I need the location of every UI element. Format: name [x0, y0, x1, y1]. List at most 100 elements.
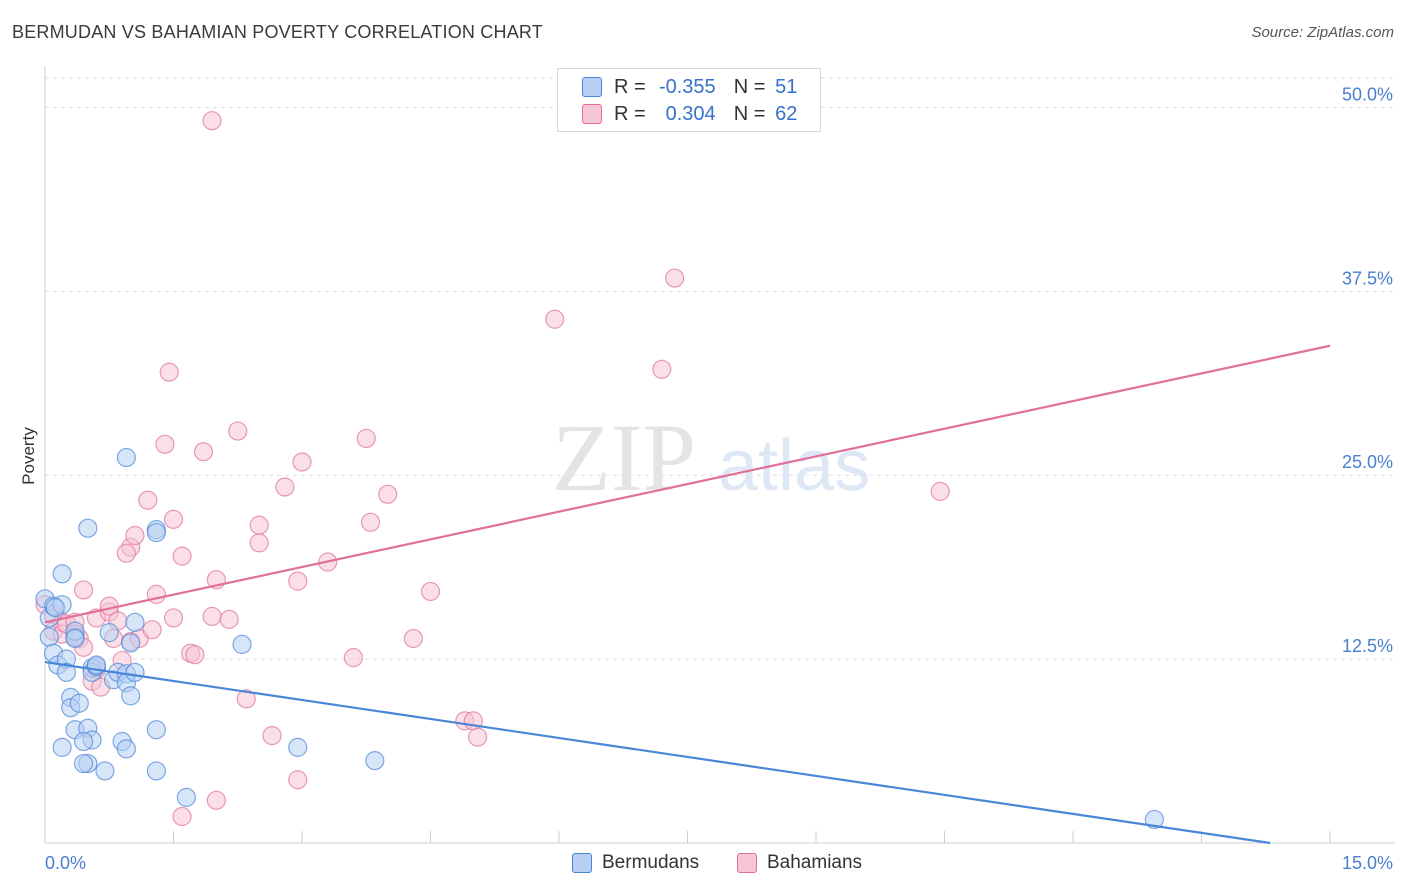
tick-labels: 12.5% 25.0% 37.5% 50.0% 0.0% 15.0% — [45, 84, 1393, 873]
bahamians-point — [343, 648, 363, 668]
bahamians-point — [228, 421, 248, 441]
x-tick-label-min: 0.0% — [45, 853, 86, 873]
bermudans-point — [146, 522, 166, 543]
bermudans-point — [232, 634, 252, 654]
bahamians-point — [249, 515, 269, 535]
bermudans-point — [52, 737, 72, 757]
bermudans-point — [125, 612, 145, 632]
watermark-zip: ZIP — [552, 404, 696, 511]
x-tick-label-max: 15.0% — [1342, 853, 1393, 873]
bahamians-point — [420, 581, 441, 602]
y-tick-label: 37.5% — [1342, 268, 1393, 288]
bahamians-legend-swatch — [737, 853, 757, 873]
bahamians-point — [163, 509, 184, 529]
y-tick-label: 50.0% — [1342, 84, 1393, 104]
legend-item-bahamians[interactable]: Bahamians — [737, 852, 862, 874]
bahamians-point — [360, 512, 381, 532]
bahamians-trend-line — [44, 344, 1331, 624]
bermudans-point — [56, 662, 77, 682]
bahamians-point — [275, 477, 295, 497]
r-label: R = — [614, 75, 646, 98]
bahamians-point — [403, 628, 423, 649]
bermudans-point — [78, 518, 98, 538]
n-value: 51 — [775, 75, 798, 98]
bahamians-point — [652, 359, 672, 379]
bermudans-point — [99, 623, 119, 643]
bahamians-point — [138, 490, 158, 510]
y-axis-label: Poverty — [19, 427, 38, 485]
bahamians-point — [206, 790, 226, 810]
legend-row-bermudans: R = -0.355 N = 51 — [582, 74, 797, 100]
bermudans-point — [146, 720, 166, 740]
axes — [44, 66, 1395, 844]
bahamians-point — [159, 362, 179, 382]
bahamians-point — [292, 452, 312, 472]
bermudans-point — [73, 731, 94, 752]
bermudans-point — [45, 598, 65, 618]
bahamians-point — [73, 580, 94, 600]
bahamians-point — [202, 606, 222, 627]
bahamians-point — [378, 484, 398, 504]
bermudans-legend-swatch — [572, 853, 592, 873]
bahamians-point — [172, 546, 192, 566]
bermudans-point — [125, 662, 145, 682]
bermudans-point — [176, 787, 196, 807]
bahamians-point — [202, 111, 222, 131]
chart-title: BERMUDAN VS BAHAMIAN POVERTY CORRELATION… — [12, 22, 543, 42]
bermudans-point — [121, 633, 141, 653]
legend-item-bermudans[interactable]: Bermudans — [572, 852, 699, 874]
bahamians-point — [249, 533, 269, 553]
n-label: N = — [733, 102, 766, 125]
r-value: -0.355 — [658, 75, 716, 98]
bermudans-point — [146, 761, 166, 781]
bahamians-point — [288, 770, 308, 790]
bermudans-point — [39, 627, 59, 647]
bahamians-point — [142, 620, 162, 640]
correlation-legend: R = -0.355 N = 51 R = 0.304 N = 62 — [557, 68, 821, 132]
bahamians-point — [665, 268, 685, 288]
bermudans-point — [95, 761, 115, 781]
n-label: N = — [733, 75, 766, 98]
bermudans-point — [73, 753, 94, 774]
bermudans-point — [116, 447, 136, 468]
watermark: ZIP atlas — [552, 404, 870, 511]
bermudans-point — [69, 693, 89, 713]
bermudans-trend-line — [44, 660, 1271, 845]
bahamians-point — [163, 608, 184, 628]
bermudans-points — [35, 447, 1164, 830]
bahamians-point — [219, 609, 239, 629]
bahamians-swatch — [582, 104, 602, 124]
bahamians-point — [185, 645, 205, 665]
n-value: 62 — [775, 102, 798, 125]
bermudans-point — [121, 686, 141, 706]
y-tick-label: 25.0% — [1342, 452, 1393, 472]
r-value: 0.304 — [665, 102, 716, 125]
bahamians-point — [125, 525, 145, 546]
legend-label: Bahamians — [767, 852, 863, 873]
bermudans-swatch — [582, 77, 602, 97]
bermudans-point — [365, 751, 385, 771]
bahamians-point — [930, 481, 950, 501]
trend-lines — [44, 344, 1331, 845]
chart-source: Source: ZipAtlas.com — [1251, 24, 1394, 41]
bermudans-point — [288, 737, 308, 757]
bahamians-point — [193, 442, 214, 462]
watermark-atlas: atlas — [718, 426, 870, 506]
bermudans-point — [116, 739, 136, 759]
y-tick-label: 12.5% — [1342, 636, 1393, 656]
bahamians-point — [468, 727, 488, 747]
bahamians-point — [288, 571, 308, 591]
bermudans-point — [52, 564, 72, 584]
bahamians-point — [356, 428, 376, 449]
grid-lines — [45, 77, 1395, 660]
legend-row-bahamians: R = 0.304 N = 62 — [582, 101, 797, 127]
bahamians-point — [155, 434, 175, 454]
bahamians-point — [116, 543, 136, 563]
bahamians-point — [262, 726, 282, 746]
bahamians-point — [236, 689, 256, 709]
legend-label: Bermudans — [602, 852, 700, 873]
r-label: R = — [614, 102, 646, 125]
bermudans-point — [1144, 809, 1164, 830]
bahamians-point — [172, 806, 192, 827]
bermudans-point — [65, 628, 85, 649]
